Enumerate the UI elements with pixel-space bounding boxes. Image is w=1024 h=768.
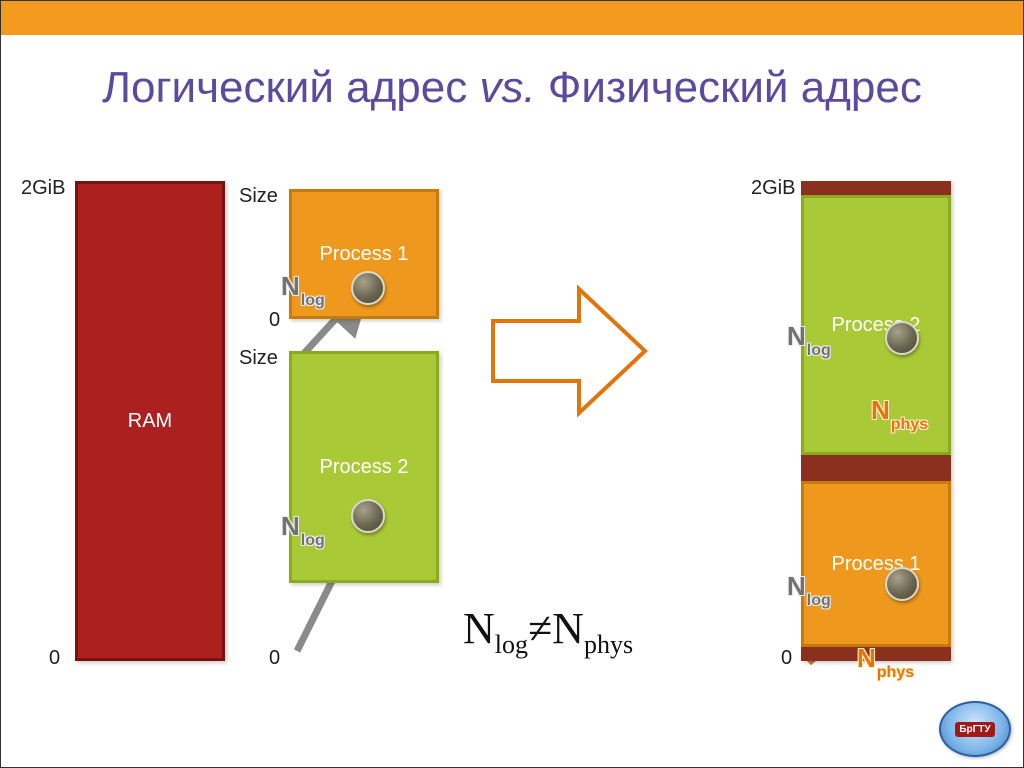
ram-block: RAM — [75, 181, 225, 661]
nlabel-p1r_nlog: Nlog — [787, 571, 830, 606]
bullet-p1r — [885, 567, 919, 601]
strip-mid — [801, 455, 951, 481]
strip-top — [801, 181, 951, 195]
title-vs: vs. — [479, 63, 535, 112]
bullet-p1l — [351, 271, 385, 305]
logo-text: БрГТУ — [955, 722, 994, 737]
top-bar — [1, 1, 1023, 35]
axis-label-p1_size: Size — [239, 185, 278, 208]
formula-rhs-n: N — [552, 604, 584, 653]
title-part1: Логический адрес — [102, 63, 479, 112]
bullet-p2r — [885, 321, 919, 355]
formula: Nlog≠Nphys — [463, 603, 633, 660]
axis-label-r_bot: 0 — [781, 647, 792, 670]
axis-label-p2_zero: 0 — [269, 647, 280, 670]
nlabel-p2l_nlog: Nlog — [281, 511, 324, 546]
arrow-right-icon — [489, 281, 649, 421]
axis-label-ram_top: 2GiB — [21, 177, 65, 200]
formula-lhs-sub: log — [495, 630, 528, 659]
nlabel-p1l_nlog: Nlog — [281, 271, 324, 306]
university-logo: БрГТУ — [939, 701, 1011, 757]
page-title: Логический адрес vs. Физический адрес — [1, 63, 1023, 113]
axis-label-r_top: 2GiB — [751, 177, 795, 200]
nlabel-p2r_nlog: Nlog — [787, 321, 830, 356]
nlabel-p1r_nphys: Nphys — [857, 643, 913, 678]
axis-label-ram_bot: 0 — [49, 647, 60, 670]
axis-label-p1_zero: 0 — [269, 309, 280, 332]
nlabel-p2r_nphys: Nphys — [871, 395, 927, 430]
title-part2: Физический адрес — [536, 63, 922, 112]
formula-rhs-sub: phys — [584, 630, 633, 659]
process1-right: Process 1 — [801, 481, 951, 647]
formula-lhs-n: N — [463, 604, 495, 653]
bullet-p2l — [351, 499, 385, 533]
formula-op: ≠ — [528, 604, 552, 653]
axis-label-p2_size: Size — [239, 347, 278, 370]
